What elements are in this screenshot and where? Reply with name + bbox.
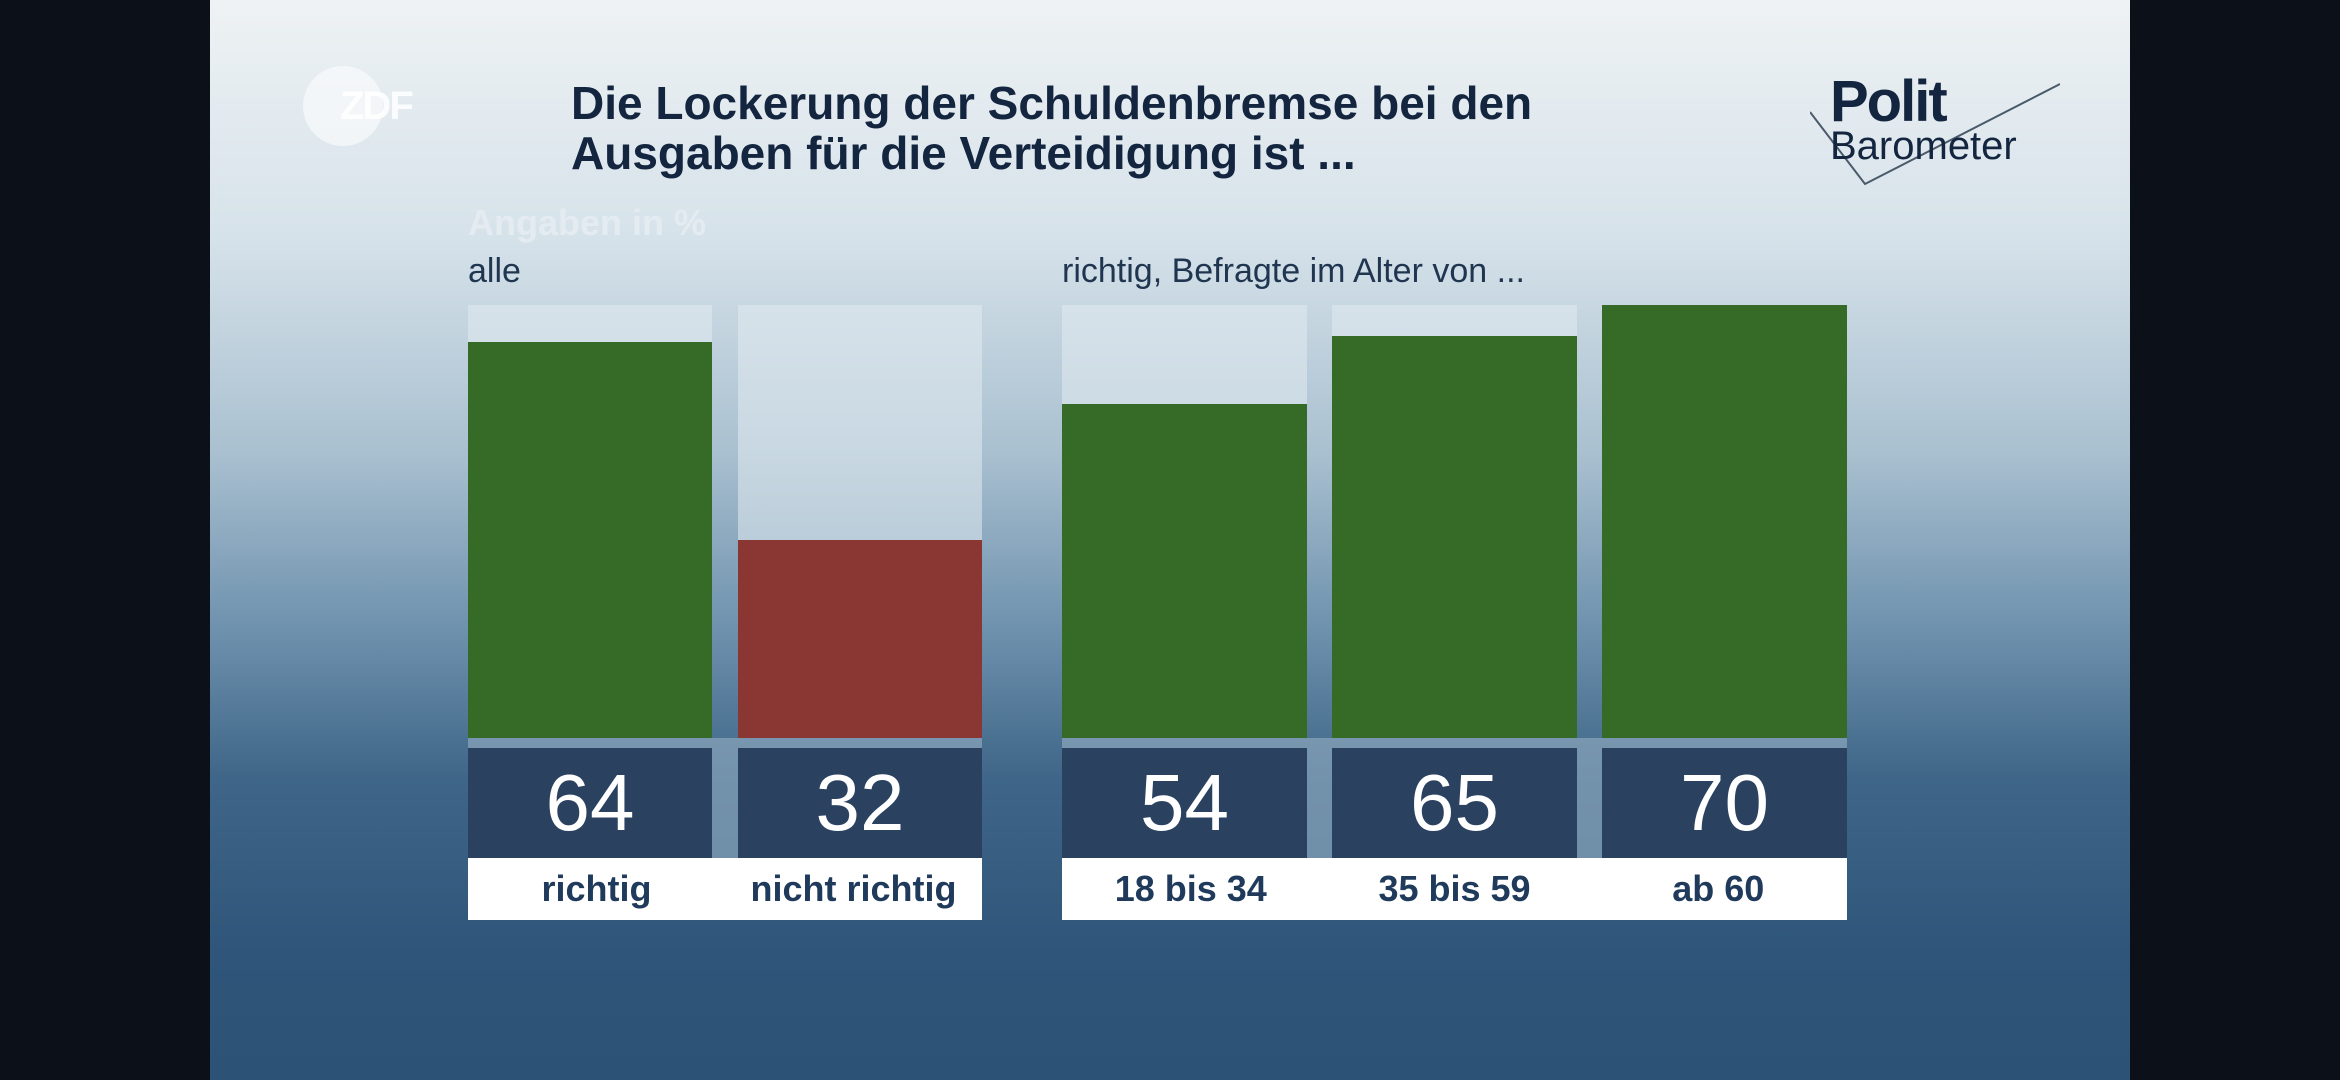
- right-chart-subtitle: richtig, Befragte im Alter von ...: [1062, 252, 1525, 290]
- logo-polit: Polit: [1830, 69, 1948, 134]
- title-line-2: Ausgaben für die Verteidigung ist ...: [571, 127, 1356, 179]
- logo-barometer: Barometer: [1830, 124, 2017, 168]
- bar-35-bis-59: [1332, 335, 1577, 738]
- category-label: 18 bis 34: [1062, 858, 1320, 920]
- value-label: 70: [1602, 748, 1847, 858]
- bar-ab-60: [1602, 305, 1847, 738]
- bar-track: [1332, 305, 1577, 738]
- bar-track: [468, 305, 712, 738]
- category-label: ab 60: [1589, 858, 1847, 920]
- bar-nicht-richtig: [738, 540, 982, 738]
- chart-title: Die Lockerung der Schuldenbremse bei den…: [571, 78, 1532, 178]
- value-label: 54: [1062, 748, 1307, 858]
- category-label: 35 bis 59: [1319, 858, 1590, 920]
- unit-note: Angaben in %: [468, 202, 707, 243]
- bar-track: [1062, 305, 1307, 738]
- bar-track: [1602, 305, 1847, 738]
- left-chart-subtitle: alle: [468, 252, 521, 290]
- bar-track: [738, 305, 982, 738]
- checkmark-icon: [1810, 83, 2060, 186]
- value-label: 32: [738, 748, 982, 858]
- politbarometer-logo: Polit Barometer: [1810, 62, 2060, 192]
- category-label: richtig: [468, 858, 725, 920]
- bar-18-bis-34: [1062, 403, 1307, 738]
- zdf-logo: [303, 66, 383, 146]
- value-label: 64: [468, 748, 712, 858]
- bar-richtig: [468, 342, 712, 738]
- chart-stage: ZDF Die Lockerung der Schuldenbremse bei…: [210, 0, 2130, 1080]
- category-label: nicht richtig: [725, 858, 982, 920]
- zdf-logo-text: ZDF: [340, 84, 414, 128]
- value-label: 65: [1332, 748, 1577, 858]
- title-line-1: Die Lockerung der Schuldenbremse bei den: [571, 77, 1533, 129]
